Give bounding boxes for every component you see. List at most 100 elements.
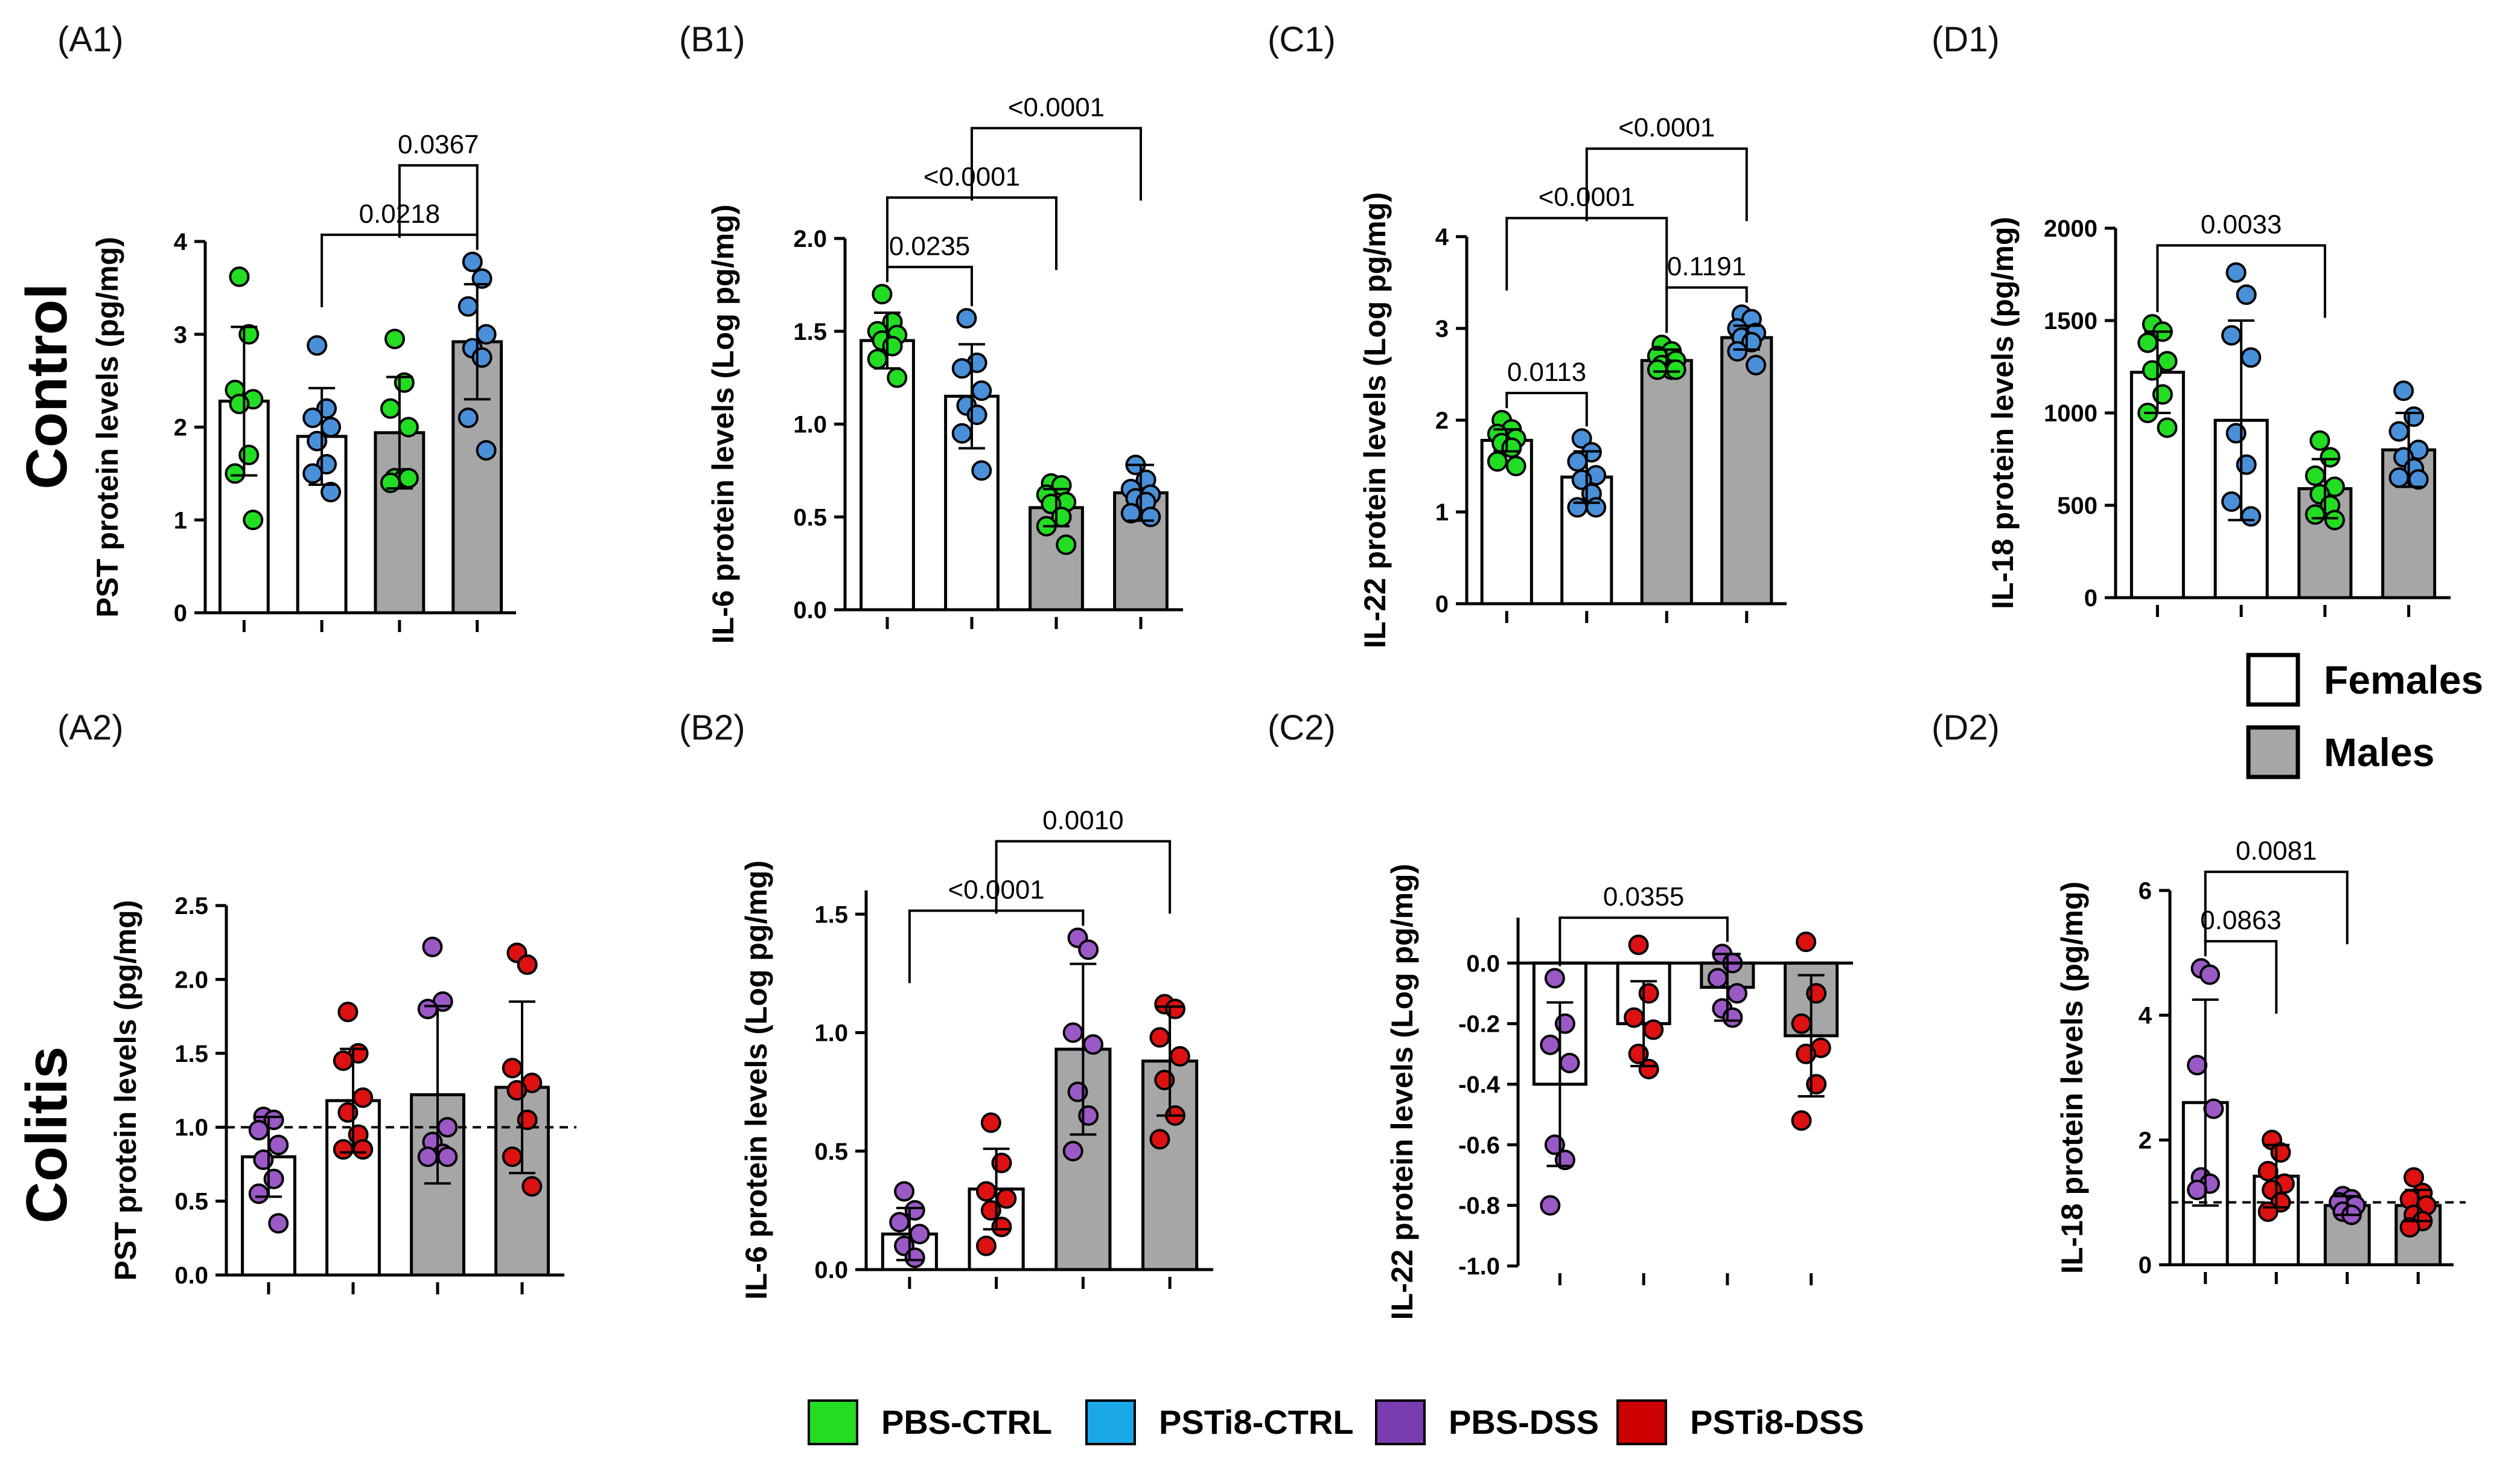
data-point	[1078, 939, 1099, 960]
data-point	[437, 1117, 458, 1138]
data-point	[1559, 1052, 1580, 1073]
data-point	[229, 266, 250, 287]
y-tick-label: 0.5	[814, 1139, 848, 1165]
data-point	[1586, 497, 1607, 518]
legend-swatch-psti8-dss	[1616, 1399, 1667, 1445]
data-point	[522, 1176, 543, 1197]
y-tick-label: -1.0	[1458, 1253, 1500, 1280]
significance-bracket	[1665, 286, 1748, 333]
data-point	[1647, 359, 1668, 380]
data-point	[243, 510, 264, 531]
data-point	[1571, 428, 1592, 449]
data-point	[1540, 1195, 1561, 1216]
data-point	[352, 1087, 374, 1108]
data-point	[887, 367, 908, 388]
y-tick-label: 0	[2084, 585, 2097, 612]
y-axis-label: IL-6 protein levels (Log pg/mg)	[739, 860, 773, 1300]
p-value-label: 0.0367	[398, 130, 479, 159]
panel-label: (C2)	[1268, 708, 1336, 747]
data-point	[2221, 325, 2242, 346]
data-point	[1726, 983, 1747, 1004]
y-tick-label: 0.0	[1466, 950, 1500, 977]
data-point	[1149, 1129, 1170, 1150]
panel-b1: (B1) IL-6 protein levels (Log pg/mg) 0.0 0.…	[679, 20, 1183, 644]
bar	[451, 340, 503, 615]
data-point	[1169, 1046, 1190, 1067]
data-point	[951, 358, 972, 379]
data-point	[333, 1139, 354, 1160]
bar	[1720, 336, 1773, 606]
panel-label: (A1)	[57, 20, 124, 59]
significance-bracket	[398, 164, 479, 238]
data-point	[2257, 1161, 2279, 1181]
panel-label: (A2)	[57, 708, 124, 747]
panel-c2: (C2) IL-22 protein levels (Log pg/mg) -1.0…	[1268, 708, 1853, 1320]
data-point	[337, 1002, 359, 1023]
data-point	[2225, 262, 2247, 283]
data-point	[1746, 354, 1767, 376]
y-tick-label: 1000	[2044, 400, 2097, 427]
data-point	[352, 1139, 374, 1160]
y-tick-label: 3	[174, 322, 187, 348]
legend-label-psti8-dss: PSTi8-DSS	[1690, 1403, 1864, 1441]
y-axis-label: IL-22 protein levels (Log pg/mg)	[1358, 192, 1392, 648]
y-tick-label: 0	[1435, 591, 1449, 618]
data-point	[1540, 1034, 1561, 1055]
data-point	[462, 251, 483, 272]
data-point	[1624, 1007, 1645, 1028]
data-point	[2137, 332, 2158, 353]
data-point	[956, 308, 977, 329]
y-axis-label: IL-6 protein levels (Log pg/mg)	[706, 205, 740, 644]
panel-c1: (C1) IL-22 protein levels (Log pg/mg) 0 1 2 3…	[1268, 20, 1787, 648]
y-tick-label: 1.0	[814, 1020, 848, 1047]
data-point	[422, 936, 443, 957]
significance-bracket	[2204, 940, 2278, 1014]
data-point	[1149, 1027, 1170, 1048]
y-tick-label: -0.6	[1458, 1132, 1500, 1159]
y-tick-label: 0.0	[814, 1257, 848, 1283]
panel-a1: (A1)PST protein levels (pg/mg) 012340.021…	[57, 20, 516, 632]
p-value-label: <0.0001	[1008, 92, 1105, 122]
data-point	[2241, 506, 2262, 527]
data-point	[894, 1181, 915, 1202]
y-axis-label: IL-22 protein levels (Log pg/mg)	[1385, 864, 1419, 1320]
data-point	[996, 1188, 1017, 1209]
data-point	[2203, 1098, 2224, 1119]
data-point	[1707, 968, 1728, 989]
data-point	[321, 417, 342, 438]
p-value-label: 0.0235	[889, 231, 971, 261]
significance-bracket	[886, 266, 973, 307]
data-point	[333, 1050, 354, 1072]
y-tick-label: 4	[1435, 224, 1449, 251]
data-point	[476, 324, 497, 345]
data-point	[2199, 964, 2220, 985]
data-point	[2305, 504, 2326, 525]
data-point	[2309, 430, 2330, 451]
data-point	[2187, 1055, 2208, 1076]
data-point	[2399, 1217, 2420, 1238]
data-point	[238, 444, 260, 465]
row-label-colitis: Colitis	[14, 1046, 79, 1223]
data-point	[437, 1146, 458, 1168]
significance-bracket	[1558, 916, 1729, 967]
panel-d1: (D1) IL-18 protein levels (pg/mg) 0 500 1000…	[1931, 20, 2451, 617]
data-point	[1544, 968, 1565, 989]
row-label-control: Control	[14, 283, 79, 489]
legend-swatch-pbs-dss	[1375, 1399, 1426, 1445]
data-point	[1727, 341, 1748, 362]
panel-label: (C1)	[1268, 20, 1336, 59]
legend-label-pbs-ctrl: PBS-CTRL	[881, 1403, 1052, 1441]
y-tick-label: 0.5	[174, 1189, 208, 1215]
data-point	[1056, 534, 1077, 555]
y-tick-label: 1500	[2044, 308, 2097, 334]
significance-bracket	[995, 840, 1172, 914]
data-point	[302, 408, 324, 429]
group-legend: PBS-CTRL PSTi8-CTRL PBS-DSS PSTi8-DSS	[808, 1399, 1864, 1445]
p-value-label: <0.0001	[1618, 113, 1715, 142]
data-point	[502, 1146, 523, 1168]
legend-label-females: Females	[2324, 657, 2483, 702]
data-point	[248, 1120, 269, 1141]
data-point	[1140, 507, 1161, 528]
data-point	[1487, 451, 1508, 472]
